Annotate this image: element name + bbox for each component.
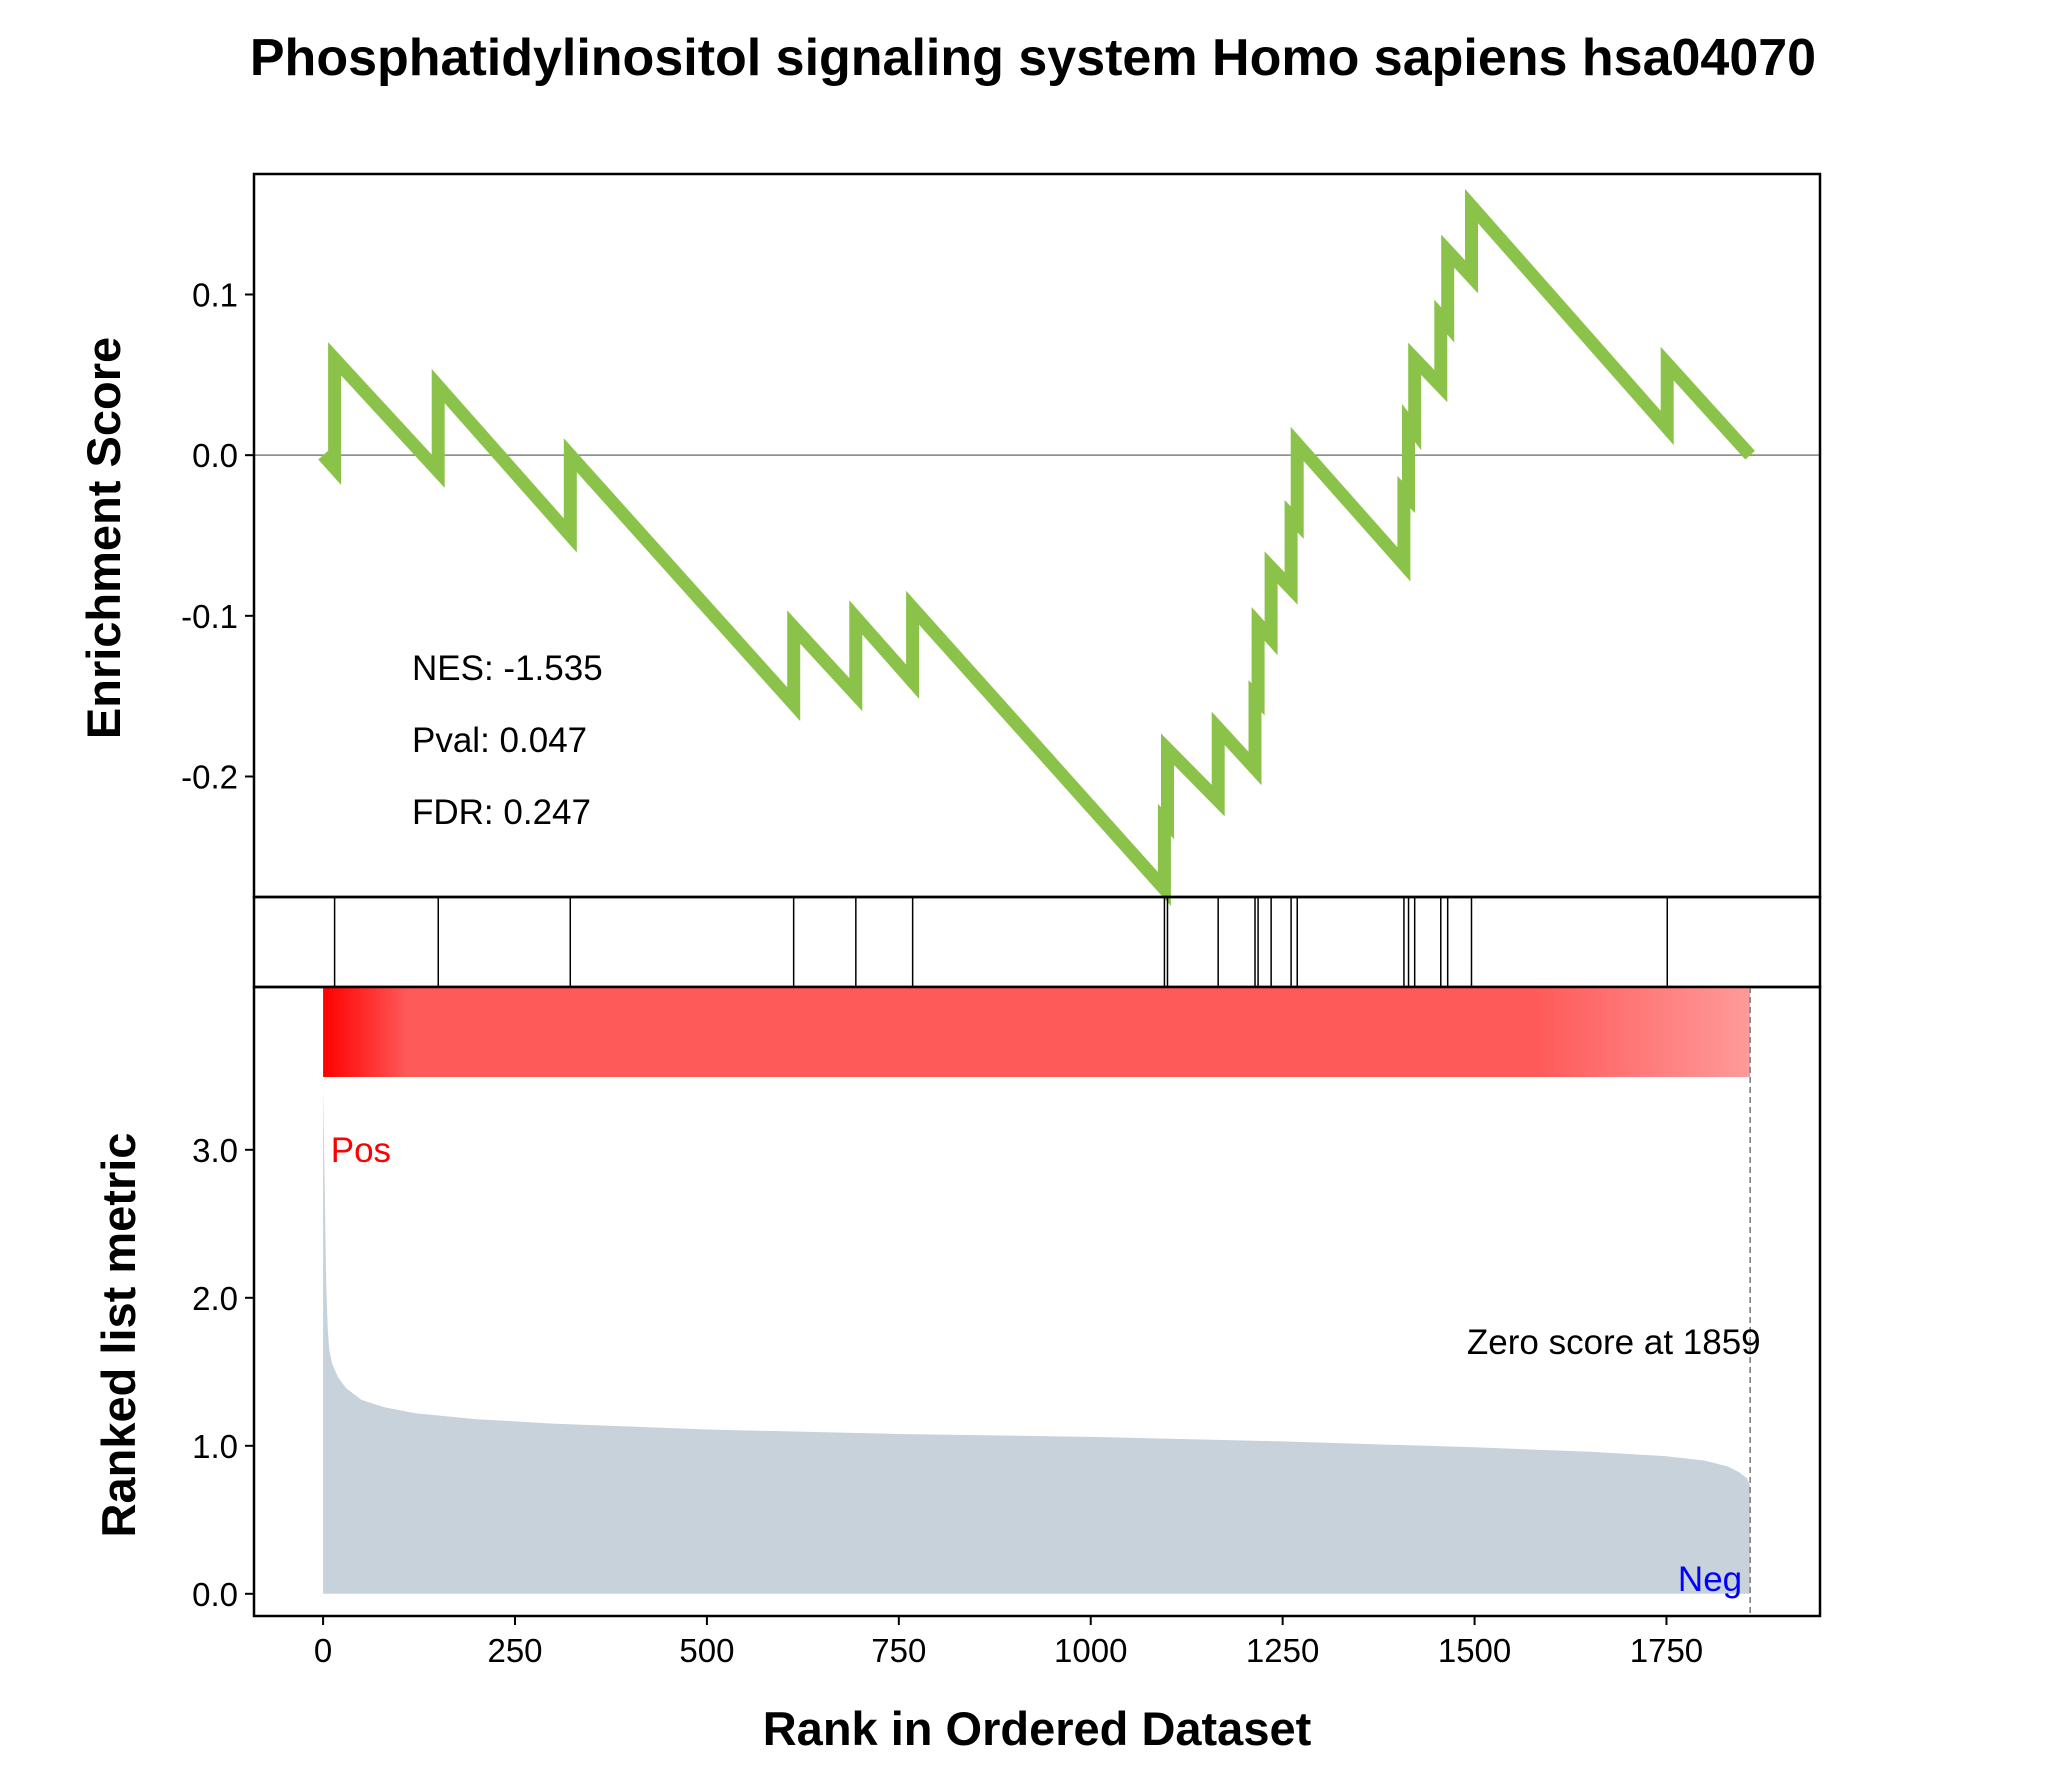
x-axis-ticks: 0 250 500 750 1000 1250 1500 1750 bbox=[314, 1616, 1703, 1669]
enrichment-y-axis-label: Enrichment Score bbox=[77, 337, 130, 739]
enrichment-y-ticks: -0.2 -0.1 0.0 0.1 bbox=[181, 277, 254, 796]
ranked-metric-panel: Pos Neg Zero score at 1859 0.01.02.03.0 … bbox=[92, 985, 1822, 1618]
x-tick-label: 1500 bbox=[1438, 1632, 1511, 1669]
metric-y-axis-label: Ranked list metric bbox=[92, 1133, 145, 1538]
hit-lines bbox=[333, 897, 1668, 987]
y-tick-label: 0.1 bbox=[192, 277, 238, 314]
enrichment-score-line bbox=[318, 188, 1755, 907]
x-tick-label: 1000 bbox=[1054, 1632, 1127, 1669]
rank-heatmap-bar bbox=[323, 987, 1751, 1077]
enrichment-panel-frame bbox=[252, 172, 1822, 899]
pval-label: Pval: 0.047 bbox=[412, 721, 587, 760]
y-tick-label: -0.2 bbox=[181, 759, 238, 796]
y-tick-label: 3.0 bbox=[192, 1132, 238, 1169]
x-tick-label: 250 bbox=[487, 1632, 542, 1669]
metric-panel-frame bbox=[252, 985, 1822, 1618]
x-axis-label: Rank in Ordered Dataset bbox=[763, 1702, 1312, 1755]
pos-label: Pos bbox=[331, 1131, 391, 1170]
y-tick-label: 1.0 bbox=[192, 1428, 238, 1465]
chart-title: Phosphatidylinositol signaling system Ho… bbox=[250, 29, 1816, 87]
x-tick-label: 0 bbox=[314, 1632, 332, 1669]
y-tick-label: -0.1 bbox=[181, 598, 238, 635]
x-tick-label: 750 bbox=[871, 1632, 926, 1669]
hits-panel-frame bbox=[252, 895, 1822, 989]
y-tick-label: 0.0 bbox=[192, 1576, 238, 1613]
nes-label: NES: -1.535 bbox=[412, 649, 603, 688]
zero-score-annotation: Zero score at 1859 bbox=[1467, 1323, 1761, 1362]
neg-label: Neg bbox=[1678, 1560, 1742, 1599]
fdr-label: FDR: 0.247 bbox=[412, 793, 591, 832]
x-tick-label: 1750 bbox=[1630, 1632, 1703, 1669]
hit-markers-panel bbox=[252, 895, 1822, 989]
x-tick-label: 1250 bbox=[1246, 1632, 1319, 1669]
y-tick-label: 0.0 bbox=[192, 437, 238, 474]
metric-y-ticks: 0.0 1.0 2.0 3.0 bbox=[192, 1132, 254, 1613]
y-tick-label: 2.0 bbox=[192, 1280, 238, 1317]
x-tick-label: 500 bbox=[679, 1632, 734, 1669]
enrichment-score-panel: -0.2 -0.1 0.0 0.1 NES: -1.535 Pval: 0.047 F… bbox=[77, 172, 1822, 907]
ranked-metric-area bbox=[323, 1087, 1751, 1594]
